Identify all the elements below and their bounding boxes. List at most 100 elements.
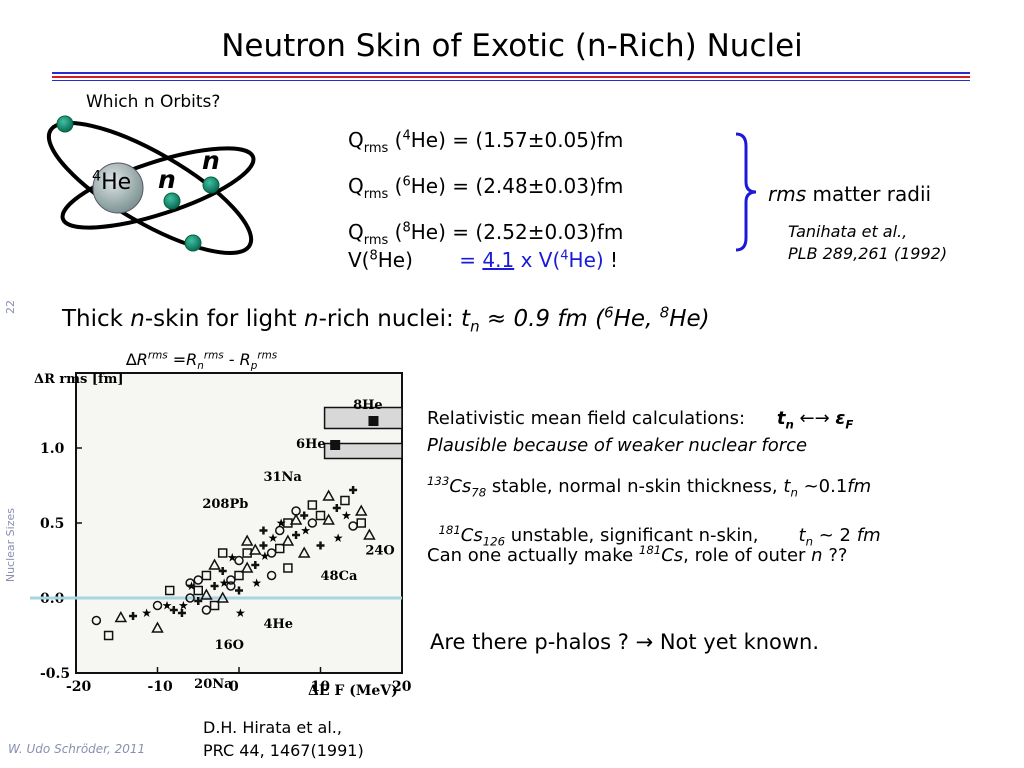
data-point xyxy=(185,593,195,603)
data-point: ★ xyxy=(219,576,230,590)
data-point xyxy=(177,609,186,617)
data-point xyxy=(297,546,311,558)
data-point xyxy=(292,531,301,539)
data-point: ★ xyxy=(251,576,262,590)
question-line: Can one actually make 181Cs, role of out… xyxy=(427,543,848,566)
data-point xyxy=(307,500,318,510)
data-point: ★ xyxy=(341,509,352,523)
footer-author: W. Udo Schröder, 2011 xyxy=(8,742,146,756)
data-point xyxy=(129,612,138,620)
data-point xyxy=(194,597,203,605)
data-point xyxy=(217,548,228,558)
data-point xyxy=(259,526,268,535)
nucleus-label: 16O xyxy=(215,638,244,653)
helium-core xyxy=(92,162,144,214)
data-point xyxy=(169,606,178,614)
data-point xyxy=(300,511,309,520)
figure-ref-1: D.H. Hirata et al., xyxy=(203,718,342,737)
data-point xyxy=(315,510,326,521)
data-point xyxy=(356,518,366,528)
data-point xyxy=(234,555,244,566)
data-point: ★ xyxy=(259,549,270,563)
data-point xyxy=(322,513,335,525)
data-point: ★ xyxy=(300,524,311,538)
data-point xyxy=(114,610,128,623)
calculation-band xyxy=(323,442,403,460)
rms-matter-radii: rms matter radii xyxy=(768,182,932,206)
data-point: ★ xyxy=(141,606,152,620)
orbit-ellipse-2 xyxy=(60,146,256,230)
data-point xyxy=(218,567,227,575)
data-point xyxy=(316,541,325,550)
nucleus-label: 48Ca xyxy=(321,569,358,584)
data-point: ★ xyxy=(186,579,197,593)
data-point xyxy=(200,588,213,600)
y-tick-label: 1.0 xyxy=(40,441,65,457)
data-point xyxy=(249,543,262,555)
p-halo-line: Are there p-halos ? → Not yet known. xyxy=(430,630,820,654)
q-he8: Qrms (8He) = (2.52±0.03)fm xyxy=(348,220,624,248)
y-axis-label: ΔR rms [fm] xyxy=(34,372,124,387)
nucleus-label: 6He xyxy=(296,437,326,452)
data-point: ★ xyxy=(227,551,238,565)
data-point xyxy=(340,495,350,506)
data-point xyxy=(208,558,221,570)
data-point: ★ xyxy=(235,606,246,620)
slide-title: Neutron Skin of Exotic (n-Rich) Nuclei xyxy=(221,28,803,64)
data-point xyxy=(283,563,293,573)
data-point: ★ xyxy=(276,516,287,530)
data-point xyxy=(91,615,102,626)
data-point xyxy=(151,621,164,633)
data-point xyxy=(354,504,368,516)
data-point: ★ xyxy=(333,531,344,545)
title-rule-blue-2 xyxy=(52,80,970,81)
q-he4: Qrms (4He) = (1.57±0.05)fm xyxy=(348,128,624,156)
thick-skin-statement: Thick n-skin for light n-rich nuclei: tn… xyxy=(62,303,710,336)
nucleus-label: 208Pb xyxy=(202,497,248,512)
cs181-line: 181Cs126 unstable, significant n-skin, t… xyxy=(438,523,881,549)
neutron-label-1: n xyxy=(158,165,176,194)
nucleus-label: 4He xyxy=(263,617,293,632)
he6-marker xyxy=(330,440,341,450)
data-point xyxy=(193,585,203,596)
nucleus-label: 24O xyxy=(365,544,394,559)
curly-bracket xyxy=(735,132,757,252)
data-point xyxy=(275,543,285,554)
orbit-question: Which n Orbits? xyxy=(86,92,221,112)
data-point xyxy=(216,591,229,603)
data-point xyxy=(307,518,318,528)
figure-ref-2: PRC 44, 1467(1991) xyxy=(203,741,364,760)
data-point xyxy=(291,506,301,516)
title-rule-blue xyxy=(52,72,970,74)
data-point xyxy=(240,561,254,573)
data-point: ★ xyxy=(162,599,173,613)
tanihata-ref-1: Tanihata et al., xyxy=(788,222,908,241)
neutron-2 xyxy=(202,176,220,194)
atom-diagram xyxy=(46,115,256,255)
rmf-line: Relativistic mean field calculations: tn… xyxy=(427,408,854,432)
neutron-skin-chart: ΔR rms [fm]ΔE F (MeV)-20-10010201.00.50.… xyxy=(30,372,412,699)
neutron-4 xyxy=(184,234,202,252)
data-point xyxy=(275,525,285,536)
data-point xyxy=(210,582,219,590)
data-point xyxy=(363,528,376,540)
neutron-3 xyxy=(163,192,181,210)
y-tick-label: 0.5 xyxy=(40,516,64,532)
data-point xyxy=(185,578,195,588)
neutron-1 xyxy=(56,115,74,133)
x-axis-label: ΔE F (MeV) xyxy=(308,683,398,699)
nucleus-label: 8He xyxy=(353,398,383,413)
data-point xyxy=(103,630,114,641)
data-point xyxy=(240,534,254,546)
data-point: ★ xyxy=(268,531,279,545)
data-point: ★ xyxy=(178,599,189,613)
data-point xyxy=(332,504,341,512)
calculation-band xyxy=(323,406,403,430)
x-tick-label: -10 xyxy=(148,679,174,695)
cs133-line: 133Cs78 stable, normal n-skin thickness,… xyxy=(427,474,872,500)
data-point xyxy=(234,570,244,581)
data-point xyxy=(152,600,163,611)
data-point xyxy=(209,600,220,611)
orbit-ellipse-1 xyxy=(46,121,254,255)
y-tick-label: -0.5 xyxy=(40,666,70,682)
